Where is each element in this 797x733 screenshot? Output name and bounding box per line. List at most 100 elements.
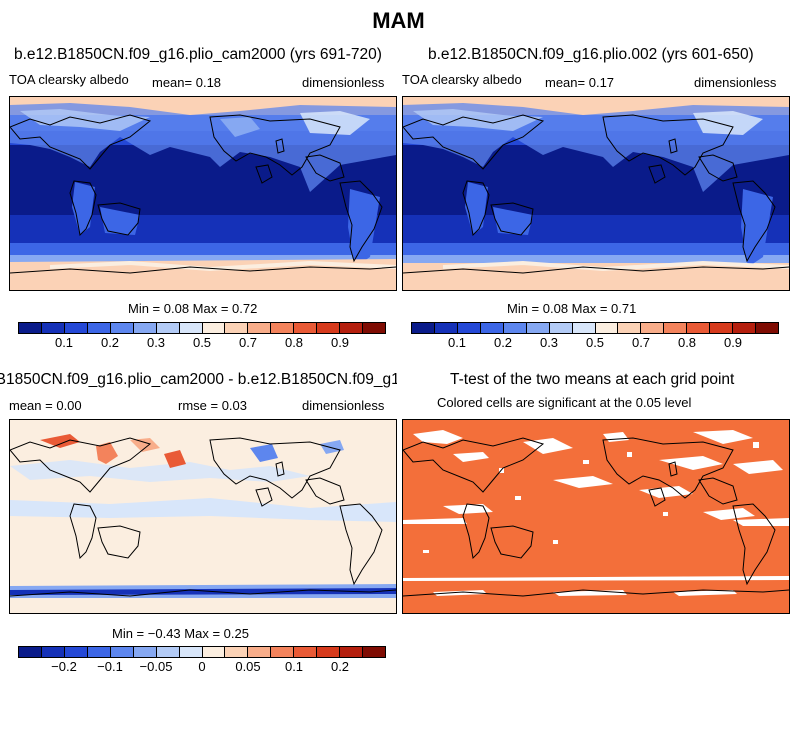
colorbar-box — [202, 323, 226, 333]
colorbar-tick-label: 0.8 — [677, 335, 697, 350]
colorbar-tick-label: 0.5 — [585, 335, 605, 350]
panel3-map — [9, 419, 397, 614]
panel4-subtitle: Colored cells are significant at the 0.0… — [437, 395, 692, 410]
panel3-rmse-label: rmse = 0.03 — [178, 398, 248, 413]
colorbar-tick-label: −0.2 — [51, 659, 77, 674]
colorbar-box — [225, 323, 249, 333]
panel3-units-label: dimensionless — [302, 398, 385, 413]
colorbar-box — [687, 323, 711, 333]
colorbar-box — [733, 323, 757, 333]
panel2-mean-label: mean= 0.17 — [545, 75, 615, 90]
colorbar-box — [618, 323, 642, 333]
colorbar-box — [133, 323, 157, 333]
panel4-title: T-test of the two means at each grid poi… — [450, 371, 735, 388]
colorbar-box — [87, 647, 111, 657]
colorbar-box — [156, 647, 180, 657]
colorbar-tick-label: 0.1 — [54, 335, 74, 350]
panel2-variable-label: TOA clearsky albedo — [402, 72, 522, 87]
colorbar-tick-label: 0.7 — [238, 335, 258, 350]
colorbar-box — [202, 647, 226, 657]
colorbar-tick-label: −0.1 — [97, 659, 123, 674]
colorbar-box — [156, 323, 180, 333]
colorbar-box — [110, 323, 134, 333]
colorbar-box — [340, 647, 364, 657]
colorbar-tick-label: 0.2 — [100, 335, 120, 350]
colorbar-tick-label: 0.3 — [539, 335, 559, 350]
panel4-map-plot — [403, 420, 789, 613]
colorbar-box — [179, 323, 203, 333]
panel1-variable-label: TOA clearsky albedo — [9, 72, 129, 87]
panel3-title-clip: b.e12.B1850CN.f09_g16.plio_cam2000 - b.e… — [0, 368, 397, 390]
colorbar-box — [19, 323, 42, 333]
colorbar-box — [133, 647, 157, 657]
panel1-stats: Min = 0.08 Max = 0.72 — [128, 301, 258, 316]
panel1-units-label: dimensionless — [302, 75, 385, 90]
colorbar-box — [412, 323, 435, 333]
panel2-colorbar-ticks: 0.1 0.2 0.3 0.5 0.7 0.8 0.9 — [411, 335, 779, 351]
colorbar-tick-label: 0.9 — [723, 335, 743, 350]
colorbar-box — [41, 323, 65, 333]
colorbar-tick-label: 0.1 — [447, 335, 467, 350]
panel1-title: b.e12.B1850CN.f09_g16.plio_cam2000 (yrs … — [14, 46, 382, 63]
panel1-mean-label: mean= 0.18 — [152, 75, 222, 90]
panel3-colorbar-ticks: −0.2 −0.1 −0.05 0 0.05 0.1 0.2 — [18, 659, 386, 675]
colorbar-box — [572, 323, 596, 333]
colorbar-box — [641, 323, 665, 333]
colorbar-box — [317, 323, 341, 333]
colorbar-tick-label: 0.2 — [330, 659, 350, 674]
colorbar-box — [503, 323, 527, 333]
colorbar-tick-label: 0.5 — [192, 335, 212, 350]
colorbar-box — [664, 323, 688, 333]
colorbar-box — [457, 323, 481, 333]
colorbar-tick-label: 0.9 — [330, 335, 350, 350]
colorbar-box — [87, 323, 111, 333]
panel1-colorbar-ticks: 0.1 0.2 0.3 0.5 0.7 0.8 0.9 — [18, 335, 386, 351]
panel2-map — [402, 96, 790, 291]
panel2-colorbar — [411, 322, 779, 334]
colorbar-tick-label: 0.1 — [284, 659, 304, 674]
colorbar-box — [340, 323, 364, 333]
colorbar-box — [64, 647, 88, 657]
colorbar-box — [363, 647, 385, 657]
colorbar-tick-label: 0.8 — [284, 335, 304, 350]
colorbar-box — [225, 647, 249, 657]
panel3-map-plot — [10, 420, 396, 613]
colorbar-box — [526, 323, 550, 333]
colorbar-box — [317, 647, 341, 657]
panel3-colorbar — [18, 646, 386, 658]
colorbar-box — [363, 323, 385, 333]
colorbar-tick-label: 0.05 — [235, 659, 261, 674]
colorbar-tick-label: 0 — [198, 659, 206, 674]
colorbar-box — [64, 323, 88, 333]
colorbar-box — [41, 647, 65, 657]
panel1-map — [9, 96, 397, 291]
panel4-map — [402, 419, 790, 614]
panel2-map-plot — [403, 97, 789, 290]
panel2-stats: Min = 0.08 Max = 0.71 — [507, 301, 637, 316]
colorbar-box — [595, 323, 619, 333]
panel2-units-label: dimensionless — [694, 75, 777, 90]
colorbar-tick-label: −0.05 — [139, 659, 173, 674]
panel1-map-plot — [10, 97, 396, 290]
colorbar-box — [480, 323, 504, 333]
colorbar-box — [271, 647, 295, 657]
colorbar-box — [294, 323, 318, 333]
colorbar-box — [19, 647, 42, 657]
panel2-title: b.e12.B1850CN.f09_g16.plio.002 (yrs 601-… — [428, 46, 754, 63]
panel3-mean-label: mean = 0.00 — [9, 398, 82, 413]
colorbar-box — [294, 647, 318, 657]
colorbar-box — [248, 647, 272, 657]
figure-title: MAM — [372, 8, 425, 33]
panel1-colorbar — [18, 322, 386, 334]
colorbar-box — [710, 323, 734, 333]
colorbar-tick-label: 0.3 — [146, 335, 166, 350]
panel3-stats: Min = −0.43 Max = 0.25 — [112, 626, 249, 641]
colorbar-box — [110, 647, 134, 657]
colorbar-box — [271, 323, 295, 333]
panel3-title: b.e12.B1850CN.f09_g16.plio_cam2000 - b.e… — [0, 371, 397, 388]
colorbar-box — [756, 323, 778, 333]
colorbar-box — [179, 647, 203, 657]
colorbar-box — [549, 323, 573, 333]
colorbar-box — [434, 323, 458, 333]
colorbar-box — [248, 323, 272, 333]
